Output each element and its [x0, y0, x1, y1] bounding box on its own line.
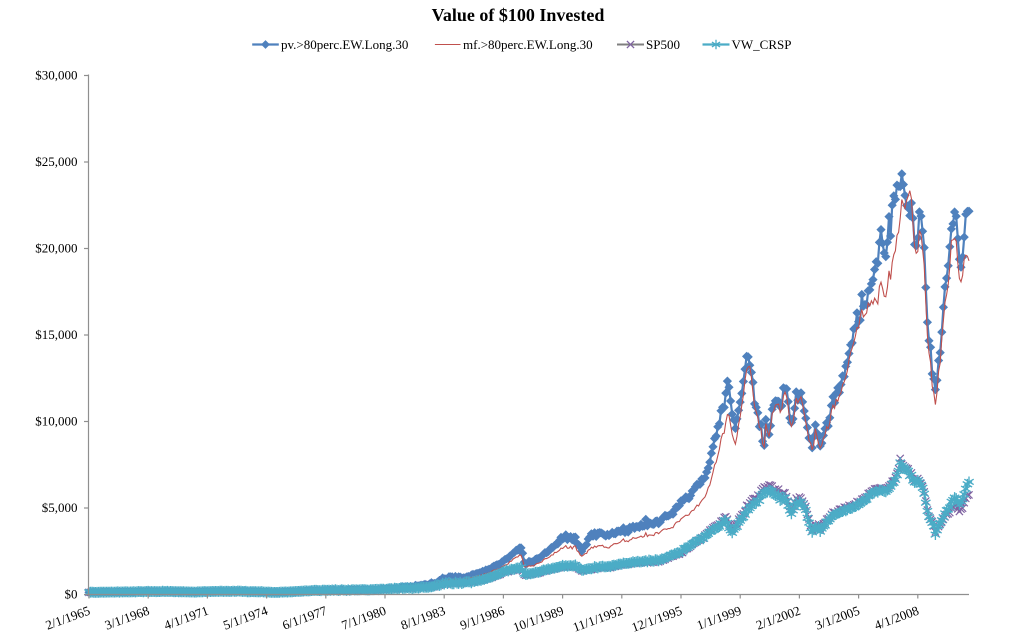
svg-text:$15,000: $15,000 [35, 327, 77, 342]
svg-text:$25,000: $25,000 [35, 154, 77, 169]
svg-text:Value of $100 Invested: Value of $100 Invested [432, 5, 605, 25]
svg-text:$20,000: $20,000 [35, 241, 77, 256]
svg-text:pv.>80perc.EW.Long.30: pv.>80perc.EW.Long.30 [281, 37, 408, 52]
svg-text:$5,000: $5,000 [42, 500, 78, 515]
svg-text:$10,000: $10,000 [35, 414, 77, 429]
svg-text:$0: $0 [65, 587, 78, 602]
svg-text:mf.>80perc.EW.Long.30: mf.>80perc.EW.Long.30 [463, 37, 593, 52]
svg-text:$30,000: $30,000 [35, 68, 77, 83]
svg-text:SP500: SP500 [646, 37, 680, 52]
svg-text:VW_CRSP: VW_CRSP [732, 37, 792, 52]
